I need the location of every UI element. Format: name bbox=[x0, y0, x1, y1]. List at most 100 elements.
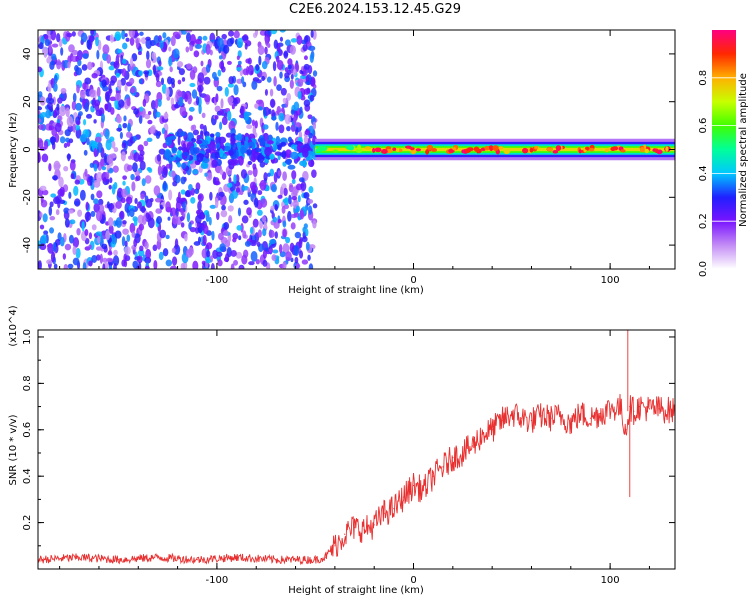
snr-data-point bbox=[580, 412, 582, 415]
heatmap-cell bbox=[109, 177, 113, 184]
heatmap-cell bbox=[227, 110, 232, 121]
heatmap-cell bbox=[239, 265, 243, 269]
heatmap-cell bbox=[53, 160, 61, 172]
heatmap-cell bbox=[68, 191, 72, 199]
heatmap-cell bbox=[297, 78, 304, 87]
heatmap-cell bbox=[255, 258, 260, 265]
heatmap-cell bbox=[191, 89, 198, 99]
heatmap-cell bbox=[79, 189, 86, 201]
heatmap-cell bbox=[473, 146, 480, 152]
heatmap-cell bbox=[105, 139, 112, 151]
snr-data-point bbox=[530, 419, 533, 422]
heatmap-cell bbox=[38, 118, 42, 124]
heatmap-cell bbox=[223, 230, 229, 237]
heatmap-cell bbox=[219, 243, 226, 252]
heatmap-cell bbox=[102, 263, 106, 269]
heatmap-cell bbox=[162, 248, 169, 257]
heatmap-cell bbox=[489, 145, 494, 152]
heatmap-cell bbox=[129, 57, 134, 67]
snr-data-point bbox=[501, 419, 503, 422]
heatmap-cell bbox=[123, 115, 127, 122]
heatmap-cell bbox=[466, 147, 474, 152]
heatmap-cell bbox=[89, 175, 93, 187]
heatmap-cell bbox=[128, 155, 133, 160]
heatmap-cell bbox=[555, 145, 562, 151]
heatmap-cell bbox=[84, 229, 89, 237]
heatmap-cell bbox=[192, 129, 200, 136]
snr-x-axis-label: Height of straight line (km) bbox=[288, 585, 424, 596]
heatmap-cell bbox=[282, 97, 287, 104]
snr-data-point bbox=[196, 559, 198, 561]
heatmap-cell bbox=[233, 30, 240, 39]
heatmap-cell bbox=[235, 251, 243, 259]
heatmap-cell bbox=[141, 178, 146, 187]
heatmap-cell bbox=[50, 60, 55, 66]
heatmap-cell bbox=[223, 44, 230, 54]
heatmap-cell bbox=[288, 194, 292, 205]
snr-x-tick-label: -100 bbox=[206, 575, 229, 586]
heatmap-cell bbox=[51, 53, 57, 61]
heatmap-cell bbox=[227, 83, 235, 88]
heatmap-cell bbox=[44, 38, 51, 47]
heatmap-cell bbox=[65, 107, 70, 118]
heatmap-cell bbox=[122, 122, 128, 129]
heatmap-cell bbox=[91, 255, 98, 263]
heatmap-cell bbox=[192, 260, 199, 269]
heatmap-cell bbox=[188, 221, 192, 230]
heatmap-cell bbox=[149, 126, 156, 135]
heatmap-cell bbox=[289, 242, 295, 253]
heatmap-cell bbox=[43, 140, 49, 150]
heatmap-cell bbox=[262, 249, 267, 259]
heatmap-cell bbox=[252, 218, 259, 228]
heatmap-cell bbox=[144, 256, 152, 264]
heatmap-cell bbox=[150, 99, 156, 110]
heatmap-cell bbox=[283, 50, 289, 59]
heatmap-cell bbox=[130, 173, 135, 181]
heatmap-cell bbox=[280, 141, 287, 147]
heatmap-cell bbox=[105, 230, 111, 241]
heatmap-cell bbox=[254, 120, 258, 129]
heatmap-cell bbox=[206, 172, 213, 181]
heatmap-x-axis-label: Height of straight line (km) bbox=[288, 285, 424, 296]
heatmap-cell bbox=[267, 43, 271, 48]
heatmap-cell bbox=[50, 193, 57, 198]
heatmap-cell bbox=[305, 75, 310, 83]
heatmap-cell bbox=[279, 71, 283, 79]
heatmap-cell bbox=[239, 190, 244, 196]
heatmap-cell bbox=[136, 201, 142, 209]
heatmap-cell bbox=[95, 109, 103, 117]
heatmap-cell bbox=[90, 30, 95, 36]
snr-data-point bbox=[353, 526, 356, 528]
heatmap-cell bbox=[48, 43, 52, 54]
heatmap-cell bbox=[106, 54, 112, 64]
heatmap-cell bbox=[255, 99, 263, 105]
heatmap-cell bbox=[214, 151, 220, 159]
heatmap-cell bbox=[89, 89, 96, 98]
heatmap-cell bbox=[144, 265, 150, 269]
snr-data-point bbox=[589, 417, 592, 419]
heatmap-cell bbox=[124, 202, 131, 214]
heatmap-cell bbox=[230, 249, 237, 257]
heatmap-cell bbox=[51, 43, 59, 48]
heatmap-cell bbox=[56, 33, 61, 43]
heatmap-cell bbox=[332, 149, 339, 153]
heatmap-cell bbox=[195, 215, 202, 224]
heatmap-cell bbox=[216, 158, 222, 167]
heatmap-cell bbox=[154, 197, 162, 203]
heatmap-cell bbox=[38, 260, 42, 269]
snr-panel: -100 0 100 0.2 0.4 0.6 0.8 1.0 Height of straig… bbox=[8, 305, 676, 596]
heatmap-cell bbox=[107, 217, 114, 227]
heatmap-cell bbox=[221, 204, 226, 211]
heatmap-cell bbox=[90, 210, 96, 218]
heatmap-cell bbox=[188, 184, 193, 191]
snr-frame bbox=[37, 329, 676, 570]
heatmap-cell bbox=[665, 146, 669, 152]
heatmap-cell bbox=[144, 113, 151, 120]
heatmap-cell bbox=[88, 244, 92, 249]
heatmap-cell bbox=[118, 99, 125, 108]
heatmap-cell bbox=[86, 137, 90, 146]
heatmap-cell bbox=[86, 113, 93, 119]
heatmap-cell bbox=[289, 79, 294, 89]
heatmap-cell bbox=[287, 58, 293, 66]
heatmap-cell bbox=[308, 159, 315, 168]
